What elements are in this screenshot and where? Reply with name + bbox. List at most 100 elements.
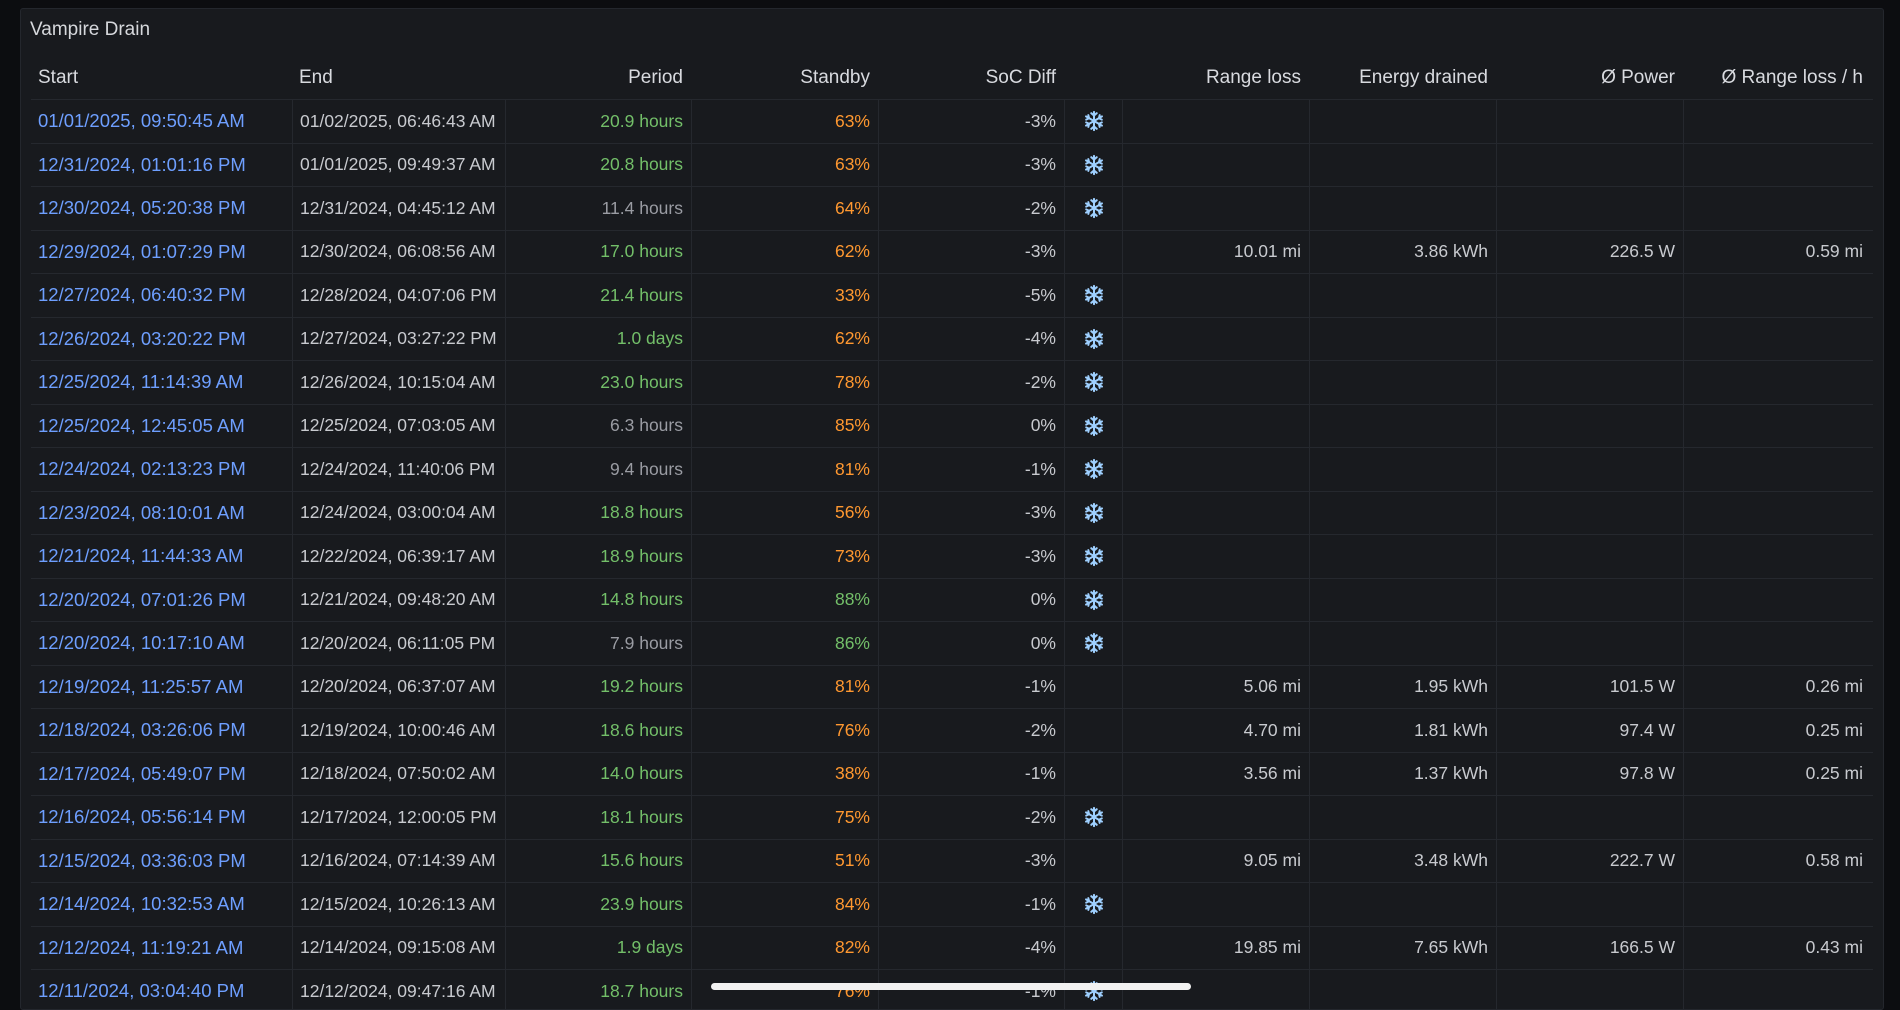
icon-cell: [1064, 274, 1122, 317]
start-text[interactable]: 12/24/2024, 02:13:23 PM: [38, 458, 246, 480]
soc-diff-cell: -1%: [878, 448, 1064, 491]
start-cell[interactable]: 12/20/2024, 07:01:26 PM: [31, 579, 292, 622]
start-text[interactable]: 12/29/2024, 01:07:29 PM: [38, 240, 246, 262]
end-cell: 12/19/2024, 10:00:46 AM: [292, 709, 505, 752]
standby-cell: 51%: [691, 839, 878, 882]
start-text[interactable]: 12/23/2024, 08:10:01 AM: [38, 501, 245, 523]
range-loss-cell: 5.06 mi: [1122, 665, 1309, 708]
energy-drained-cell: [1309, 143, 1496, 186]
start-text[interactable]: 12/20/2024, 10:17:10 AM: [38, 632, 245, 654]
start-text[interactable]: 12/14/2024, 10:32:53 AM: [38, 893, 245, 915]
standby-cell: 64%: [691, 187, 878, 230]
start-cell[interactable]: 12/24/2024, 02:13:23 PM: [31, 448, 292, 491]
start-cell[interactable]: 12/14/2024, 10:32:53 AM: [31, 883, 292, 926]
power-cell: 101.5 W: [1496, 665, 1683, 708]
soc-diff-text: -5%: [1024, 284, 1056, 305]
standby-cell: 33%: [691, 274, 878, 317]
start-cell[interactable]: 12/12/2024, 11:19:21 AM: [31, 927, 292, 970]
start-text[interactable]: 12/25/2024, 12:45:05 AM: [38, 414, 245, 436]
energy-drained-text: 1.81 kWh: [1414, 719, 1488, 740]
energy-drained-cell: [1309, 274, 1496, 317]
range-loss-cell: [1122, 317, 1309, 360]
horizontal-scrollbar[interactable]: [711, 983, 1191, 990]
start-cell[interactable]: 12/29/2024, 01:07:29 PM: [31, 231, 292, 274]
header-period[interactable]: Period: [628, 67, 683, 88]
standby-text: 51%: [834, 850, 870, 871]
soc-diff-cell: -3%: [878, 839, 1064, 882]
start-cell[interactable]: 12/31/2024, 01:01:16 PM: [31, 144, 292, 187]
start-text[interactable]: 12/26/2024, 03:20:22 PM: [38, 327, 246, 349]
header-range-loss[interactable]: Range loss: [1205, 67, 1301, 88]
start-cell[interactable]: 12/27/2024, 06:40:32 PM: [31, 274, 292, 317]
start-cell[interactable]: 12/30/2024, 05:20:38 PM: [31, 187, 292, 230]
header-power[interactable]: Ø Power: [1601, 67, 1675, 88]
header-range-loss-per-hour[interactable]: Ø Range loss / h: [1721, 67, 1863, 88]
start-cell[interactable]: 12/19/2024, 11:25:57 AM: [31, 666, 292, 709]
range-loss-per-hour-cell: [1683, 578, 1871, 621]
power-cell: [1496, 535, 1683, 578]
standby-text: 64%: [834, 197, 870, 218]
start-text[interactable]: 12/11/2024, 03:04:40 PM: [38, 980, 245, 1002]
power-text: 101.5 W: [1609, 676, 1675, 697]
range-loss-cell: [1122, 187, 1309, 230]
soc-diff-cell: -2%: [878, 187, 1064, 230]
period-cell: 14.8 hours: [505, 578, 691, 621]
energy-drained-cell: 7.65 kWh: [1309, 926, 1496, 969]
period-cell: 18.6 hours: [505, 709, 691, 752]
range-loss-per-hour-cell: 0.58 mi: [1683, 839, 1871, 882]
start-text[interactable]: 12/31/2024, 01:01:16 PM: [38, 153, 246, 175]
end-text: 12/21/2024, 09:48:20 AM: [300, 589, 496, 610]
standby-cell: 78%: [691, 361, 878, 404]
period-cell: 20.9 hours: [505, 100, 691, 143]
header-start[interactable]: Start: [38, 67, 79, 88]
start-cell[interactable]: 12/20/2024, 10:17:10 AM: [31, 622, 292, 665]
energy-drained-cell: 1.81 kWh: [1309, 709, 1496, 752]
start-text[interactable]: 12/30/2024, 05:20:38 PM: [38, 197, 246, 219]
range-loss-cell: [1122, 883, 1309, 926]
power-cell: 97.8 W: [1496, 752, 1683, 795]
period-text: 18.9 hours: [600, 545, 683, 566]
start-cell[interactable]: 12/15/2024, 03:36:03 PM: [31, 840, 292, 883]
energy-drained-cell: 1.95 kWh: [1309, 665, 1496, 708]
range-loss-per-hour-cell: 0.43 mi: [1683, 926, 1871, 969]
start-cell[interactable]: 12/25/2024, 12:45:05 AM: [31, 405, 292, 448]
start-text[interactable]: 12/19/2024, 11:25:57 AM: [38, 675, 244, 697]
start-cell[interactable]: 12/25/2024, 11:14:39 AM: [31, 361, 292, 404]
range-loss-per-hour-cell: [1683, 970, 1871, 1009]
end-cell: 01/02/2025, 06:46:43 AM: [292, 100, 505, 143]
start-text[interactable]: 12/18/2024, 03:26:06 PM: [38, 719, 246, 741]
start-cell[interactable]: 12/26/2024, 03:20:22 PM: [31, 318, 292, 361]
start-cell[interactable]: 12/17/2024, 05:49:07 PM: [31, 753, 292, 796]
start-text[interactable]: 01/01/2025, 09:50:45 AM: [38, 110, 245, 132]
start-cell[interactable]: 01/01/2025, 09:50:45 AM: [31, 100, 292, 143]
snowflake-icon: [1083, 502, 1105, 524]
table-row: 12/17/2024, 05:49:07 PM 12/18/2024, 07:50…: [31, 752, 1873, 796]
start-text[interactable]: 12/20/2024, 07:01:26 PM: [38, 588, 246, 610]
standby-text: 62%: [834, 241, 870, 262]
start-text[interactable]: 12/16/2024, 05:56:14 PM: [38, 806, 246, 828]
power-cell: [1496, 491, 1683, 534]
start-cell[interactable]: 12/11/2024, 03:04:40 PM: [31, 970, 292, 1009]
range-loss-per-hour-cell: 0.59 mi: [1683, 230, 1871, 273]
range-loss-per-hour-cell: [1683, 883, 1871, 926]
start-text[interactable]: 12/25/2024, 11:14:39 AM: [38, 371, 244, 393]
start-text[interactable]: 12/15/2024, 03:36:03 PM: [38, 849, 246, 871]
end-cell: 12/15/2024, 10:26:13 AM: [292, 883, 505, 926]
start-text[interactable]: 12/17/2024, 05:49:07 PM: [38, 762, 246, 784]
start-cell[interactable]: 12/16/2024, 05:56:14 PM: [31, 796, 292, 839]
start-text[interactable]: 12/27/2024, 06:40:32 PM: [38, 284, 246, 306]
header-soc-diff[interactable]: SoC Diff: [985, 67, 1056, 88]
header-standby[interactable]: Standby: [800, 67, 870, 88]
header-energy-drained[interactable]: Energy drained: [1359, 67, 1488, 88]
standby-text: 81%: [834, 676, 870, 697]
start-cell[interactable]: 12/21/2024, 11:44:33 AM: [31, 535, 292, 578]
energy-drained-text: 3.86 kWh: [1414, 241, 1488, 262]
start-text[interactable]: 12/12/2024, 11:19:21 AM: [38, 936, 244, 958]
end-cell: 12/21/2024, 09:48:20 AM: [292, 578, 505, 621]
start-cell[interactable]: 12/23/2024, 08:10:01 AM: [31, 492, 292, 535]
icon-cell: [1064, 622, 1122, 665]
range-loss-text: 5.06 mi: [1243, 676, 1301, 697]
header-end[interactable]: End: [299, 67, 333, 88]
start-text[interactable]: 12/21/2024, 11:44:33 AM: [38, 545, 244, 567]
start-cell[interactable]: 12/18/2024, 03:26:06 PM: [31, 709, 292, 752]
